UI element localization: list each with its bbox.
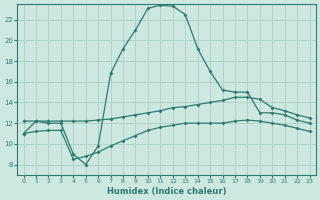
X-axis label: Humidex (Indice chaleur): Humidex (Indice chaleur) (107, 187, 226, 196)
